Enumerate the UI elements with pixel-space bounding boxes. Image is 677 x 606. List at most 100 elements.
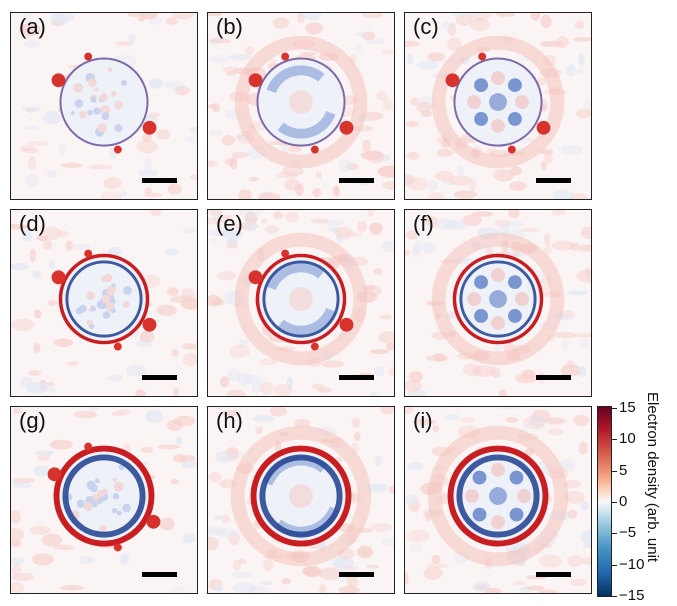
speckle [226,71,236,76]
speckle [333,185,340,197]
speckle [558,458,576,472]
speckle [286,376,294,389]
colorbar-tick [612,564,617,566]
pattern-lobe [474,112,489,126]
inner-edge [62,454,146,538]
speckle [73,243,91,250]
speckle [378,331,394,344]
pattern-center [489,487,507,505]
speckle [29,525,52,535]
density-map [208,407,394,593]
panel-c: (c) [404,12,592,200]
speckle [342,232,363,237]
speckle [119,191,128,198]
halo [234,35,368,169]
colorbar-tick [612,596,617,597]
speckle [406,529,430,543]
speckle [374,366,385,377]
speckle [540,161,547,171]
speckle [280,143,289,153]
speckle [18,23,41,36]
speckle [242,374,266,385]
red-spot [478,52,487,61]
speckle [315,171,322,179]
speckle [408,371,424,383]
red-spot [84,249,93,258]
density-map [405,210,591,396]
pattern-lobe [491,316,505,330]
panel-g: (g) [10,406,198,594]
speckle [370,523,393,532]
speckle [174,85,190,96]
speckle [546,417,565,425]
interior-speckle [111,507,118,514]
speckle [362,31,376,41]
speckle [245,220,257,233]
speckle [571,333,591,338]
halo [230,425,372,567]
speckle [208,160,218,167]
speckle [578,244,591,252]
speckle [560,364,582,377]
speckle [227,368,241,382]
speckle [366,38,385,45]
speckle [148,78,163,89]
red-spot [248,73,263,88]
interior-speckle [122,503,131,513]
panel-label: (h) [216,408,243,433]
speckle [47,300,58,306]
pattern-lobe [491,71,505,86]
speckle [265,225,279,234]
panel-e: (e) [207,209,395,397]
speckle [494,219,511,228]
speckle [427,52,445,62]
speckle [351,417,360,429]
speckle [462,363,482,377]
speckle [405,121,419,128]
pattern-lobe [509,470,524,485]
speckle [184,135,197,144]
speckle [182,228,197,234]
speckle [23,40,40,48]
speckle [224,157,236,167]
speckle [41,533,63,547]
speckle [321,360,345,368]
speckle [51,13,75,22]
speckle [143,192,163,198]
speckle [565,64,576,77]
interior-speckle [114,124,123,133]
speckle [213,514,223,521]
interior-speckle [90,96,97,103]
speckle [78,555,95,565]
speckle [405,379,423,393]
disk-rim [447,445,549,547]
speckle [338,158,353,172]
speckle [576,269,591,283]
colorbar-tick-label: 15 [619,399,636,416]
speckle [345,162,359,171]
red-spot [142,317,157,332]
pattern-center [489,93,507,111]
panel-label: (e) [216,211,243,236]
speckle [425,216,434,224]
swirl-arc [277,307,336,336]
speckle [538,589,559,593]
speckle [232,559,242,572]
panel-i: (i) [404,406,592,594]
colorbar-tick-label: −5 [619,524,637,542]
speckle [451,13,474,18]
disk-rim [59,57,149,147]
pattern-center [489,290,507,308]
speckle [344,565,358,571]
pattern-lobe [491,462,505,477]
speckle [564,490,585,504]
speckle [159,517,175,531]
speckle [447,22,457,37]
speckle [328,226,342,233]
panel-label: (d) [19,211,46,236]
speckle [34,450,55,456]
speckle [33,309,42,319]
speckle [208,536,220,551]
speckle [566,360,575,369]
speckle [228,531,240,546]
